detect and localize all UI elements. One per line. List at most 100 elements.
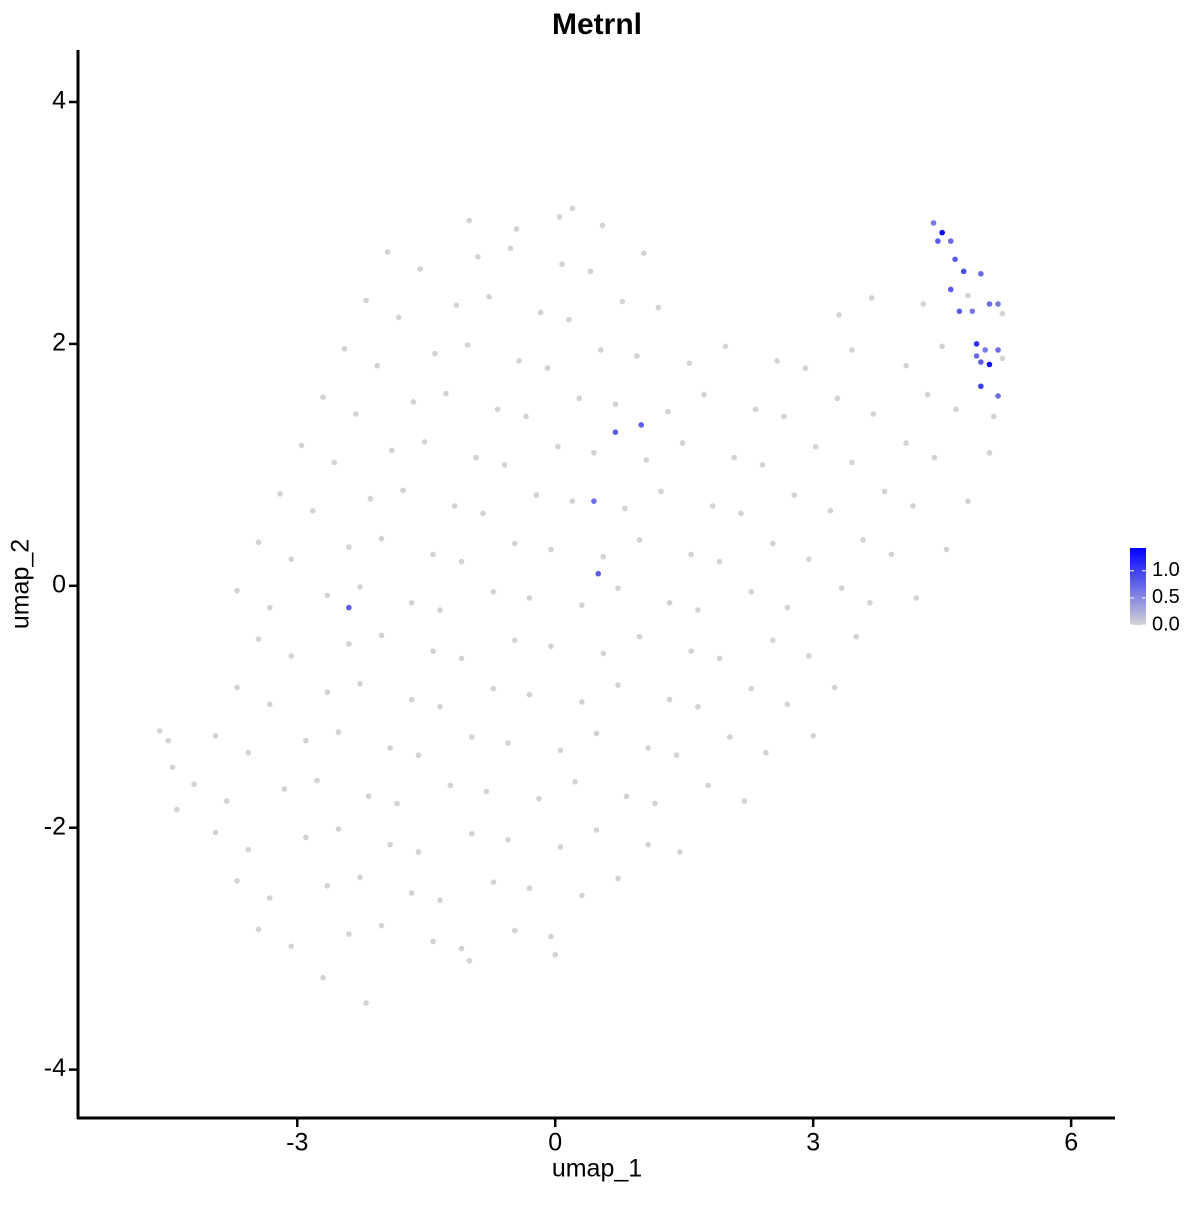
- point: [555, 443, 561, 450]
- point: [990, 413, 997, 420]
- point: [913, 595, 920, 601]
- point: [903, 440, 909, 446]
- point: [490, 589, 497, 595]
- point: [526, 885, 533, 891]
- y-tick-label: 0: [52, 570, 66, 598]
- point: [986, 301, 993, 307]
- point: [860, 537, 866, 543]
- point: [688, 551, 694, 558]
- point: [346, 604, 352, 611]
- point: [995, 393, 1001, 399]
- point: [784, 604, 791, 611]
- point: [387, 745, 393, 751]
- point: [806, 556, 812, 563]
- point: [464, 342, 471, 348]
- point: [652, 800, 658, 807]
- point: [947, 286, 954, 293]
- y-tick-label: 2: [52, 329, 66, 357]
- point: [415, 849, 422, 855]
- chart-title: Metrnl: [552, 8, 642, 41]
- colorbar-tick-label: 1.0: [1152, 559, 1180, 581]
- point: [544, 365, 551, 371]
- point: [447, 782, 454, 789]
- point: [277, 491, 283, 497]
- point: [600, 553, 607, 560]
- point: [324, 592, 331, 599]
- point: [666, 599, 673, 606]
- point: [579, 892, 585, 899]
- point: [593, 827, 600, 833]
- point: [469, 734, 475, 740]
- point: [953, 406, 959, 413]
- point: [557, 844, 564, 850]
- point: [430, 551, 436, 558]
- point: [255, 926, 262, 933]
- point: [965, 292, 971, 299]
- point: [722, 343, 729, 350]
- point: [615, 875, 621, 882]
- point: [408, 890, 415, 896]
- point: [731, 454, 737, 461]
- point: [619, 298, 626, 305]
- point: [363, 1000, 369, 1006]
- point: [638, 422, 645, 428]
- point: [774, 358, 780, 364]
- point: [523, 413, 529, 420]
- point: [576, 395, 583, 402]
- point: [374, 362, 381, 369]
- point: [378, 922, 385, 929]
- point: [978, 359, 984, 365]
- point: [443, 390, 449, 397]
- point: [709, 503, 716, 509]
- point: [969, 308, 976, 315]
- point: [548, 933, 554, 940]
- point: [705, 782, 712, 789]
- point: [223, 798, 230, 804]
- point: [569, 498, 576, 504]
- point: [255, 539, 262, 546]
- point: [288, 653, 295, 659]
- point: [458, 558, 465, 565]
- point: [266, 701, 273, 708]
- point: [587, 268, 594, 275]
- point: [995, 301, 1001, 307]
- point: [309, 508, 316, 514]
- point: [634, 353, 640, 359]
- point: [466, 217, 473, 224]
- x-tick-label: 0: [548, 1129, 562, 1157]
- point: [769, 540, 776, 547]
- point: [475, 254, 481, 260]
- point: [255, 636, 262, 642]
- point: [738, 510, 744, 517]
- point: [490, 879, 497, 885]
- point: [924, 391, 931, 398]
- point: [480, 510, 486, 517]
- point: [986, 361, 993, 368]
- point: [999, 310, 1006, 317]
- y-tick-label: -2: [44, 812, 66, 840]
- point: [266, 895, 273, 901]
- point: [341, 345, 348, 352]
- colorbar: [1130, 548, 1146, 625]
- point: [537, 309, 544, 316]
- point: [513, 226, 520, 232]
- x-tick-label: -3: [286, 1129, 308, 1157]
- point: [973, 353, 980, 359]
- point: [234, 878, 240, 884]
- point: [165, 737, 172, 744]
- point: [838, 585, 845, 592]
- point: [599, 222, 606, 229]
- point: [512, 540, 518, 547]
- point: [666, 696, 673, 703]
- point: [363, 297, 369, 304]
- point: [469, 830, 475, 837]
- point: [579, 602, 585, 608]
- point: [432, 350, 438, 357]
- point: [759, 462, 766, 468]
- point: [486, 293, 492, 300]
- point: [920, 301, 927, 307]
- point: [888, 551, 895, 558]
- point: [505, 837, 511, 843]
- point: [791, 492, 798, 498]
- point: [615, 585, 621, 592]
